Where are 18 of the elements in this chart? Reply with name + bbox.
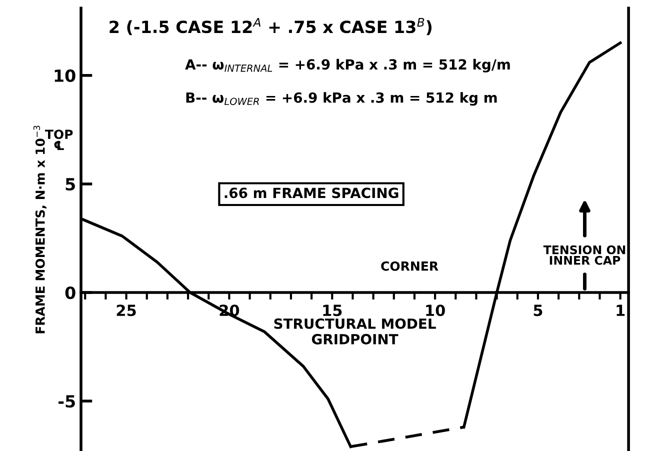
y-tick-label: 10 bbox=[54, 69, 76, 82]
annotation: .66 m FRAME SPACING bbox=[224, 188, 398, 198]
x-tick-label: 5 bbox=[534, 304, 542, 316]
x-axis-title: STRUCTURAL MODEL GRIDPOINT bbox=[274, 318, 436, 344]
x-tick-label: 10 bbox=[426, 304, 445, 316]
x-tick-label: 25 bbox=[116, 304, 136, 316]
y-tick-label: 5 bbox=[66, 178, 75, 191]
text: 2 (-1.5 CASE 12$^{A}$ + .75 x CASE 13$^{B}$) bbox=[110, 18, 432, 36]
text: TOP ℄ bbox=[45, 130, 73, 150]
x-tick-label: 15 bbox=[323, 304, 342, 316]
annotation: TENSION ON INNER CAP bbox=[543, 245, 626, 265]
annotation: A-- ω$_{INTERNAL}$ = +6.9 kPa x .3 m = 512 kg/m bbox=[185, 58, 510, 72]
y-tick-label: -5 bbox=[58, 395, 75, 408]
x-tick-label: 1 bbox=[616, 304, 625, 316]
annotation: B-- ω$_{LOWER}$ = +6.9 kPa x .3 m = 512 kg m bbox=[186, 92, 497, 106]
annotation: CORNER bbox=[381, 261, 438, 271]
y-axis-title: FRAME MOMENTS, N·m x 10$^{−3}$ bbox=[33, 126, 46, 334]
y-tick-label: 0 bbox=[65, 286, 76, 300]
